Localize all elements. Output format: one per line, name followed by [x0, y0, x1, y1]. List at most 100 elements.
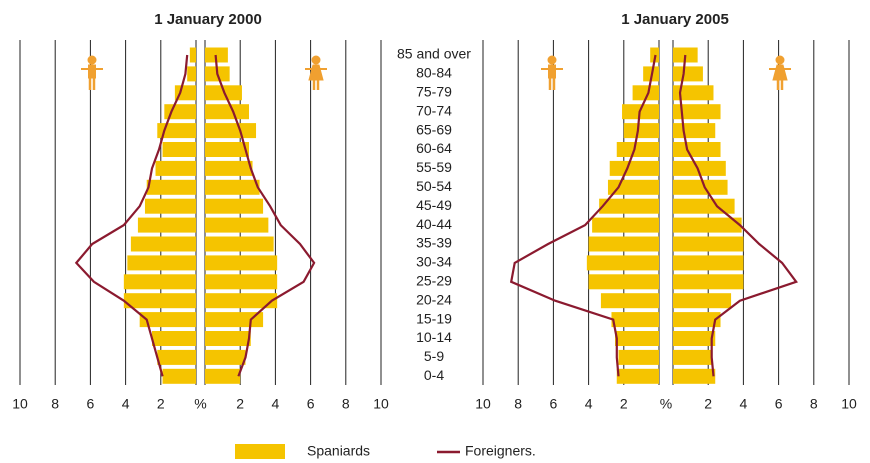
bar [632, 85, 659, 101]
x-tick-label: 10 [373, 396, 389, 412]
person-icon [541, 55, 563, 90]
bar [205, 198, 264, 214]
bar [205, 293, 278, 309]
bar [607, 179, 659, 195]
bar [162, 142, 196, 157]
bar [152, 331, 196, 346]
bar [673, 293, 732, 309]
icon-part [311, 55, 321, 65]
bar [673, 217, 742, 233]
bar [673, 331, 716, 346]
category-label: 0-4 [424, 367, 444, 383]
icon-part [775, 55, 785, 65]
category-label: 65-69 [416, 121, 452, 137]
category-label: 5-9 [424, 348, 444, 364]
icon-part [547, 55, 557, 65]
bar [205, 368, 241, 384]
x-tick-label: 4 [272, 396, 280, 412]
bar [673, 123, 716, 139]
category-label: 70-74 [416, 102, 452, 118]
bar [611, 312, 659, 328]
icon-part [88, 64, 96, 79]
x-tick-label: 2 [236, 396, 244, 412]
bar [616, 368, 659, 384]
x-tick-label: 6 [775, 396, 783, 412]
bar [618, 349, 659, 365]
bar [673, 179, 728, 195]
bar [205, 312, 264, 328]
x-tick-label: 6 [307, 396, 315, 412]
legend-label: Spaniards [307, 443, 370, 459]
bar [130, 236, 196, 252]
bar [137, 217, 196, 233]
x-tick-label: 4 [122, 396, 130, 412]
bar [123, 274, 196, 290]
category-label: 35-39 [416, 235, 452, 251]
x-tick-label: 10 [12, 396, 28, 412]
x-tick-label: 10 [475, 396, 491, 412]
bar [609, 160, 659, 176]
bar [205, 236, 274, 252]
chart-title: 1 January 2005 [621, 11, 729, 28]
category-label: 15-19 [416, 310, 452, 326]
bar [157, 349, 196, 365]
chart-title: 1 January 2000 [154, 11, 262, 28]
bar [673, 198, 735, 214]
line [74, 54, 189, 377]
line [678, 54, 798, 377]
bar [616, 142, 659, 157]
bar [162, 368, 196, 384]
person-icon [769, 55, 791, 90]
line [214, 54, 316, 377]
x-tick-label: 6 [550, 396, 558, 412]
bar [673, 236, 744, 252]
bar [205, 160, 253, 176]
category-label: 10-14 [416, 329, 452, 345]
bar [588, 274, 659, 290]
bar [600, 293, 659, 309]
bar [123, 293, 196, 309]
icon-part [772, 64, 788, 81]
bar [673, 368, 716, 384]
icon-part [548, 64, 556, 79]
bar [673, 66, 703, 82]
bar [623, 123, 659, 139]
legend-label: Foreigners. [465, 443, 536, 459]
person-icon [81, 55, 103, 90]
line [509, 54, 657, 377]
bar [205, 217, 269, 233]
category-label: 50-54 [416, 178, 452, 194]
bar [205, 104, 249, 120]
category-label: 75-79 [416, 84, 452, 100]
bar [144, 198, 196, 214]
category-label: 20-24 [416, 291, 452, 307]
bar [673, 104, 721, 120]
bar [673, 255, 744, 271]
bar [205, 123, 257, 139]
icon-part [308, 64, 324, 81]
bar [187, 66, 196, 82]
bar [205, 331, 251, 346]
bar [673, 312, 721, 328]
bar [205, 349, 246, 365]
x-tick-label: 4 [740, 396, 748, 412]
legend-swatch [235, 444, 285, 459]
bar [592, 217, 659, 233]
bar [673, 47, 698, 63]
x-tick-label: 8 [342, 396, 350, 412]
x-tick-label: 8 [810, 396, 818, 412]
bar [146, 179, 196, 195]
x-tick-label: 8 [51, 396, 59, 412]
bar [127, 255, 196, 271]
category-label: 85 and over [397, 46, 471, 62]
person-icon [305, 55, 327, 90]
x-tick-label: 8 [514, 396, 522, 412]
icon-part [87, 55, 97, 65]
x-tick-label: 2 [704, 396, 712, 412]
x-tick-label: 2 [620, 396, 628, 412]
bar [673, 274, 744, 290]
x-tick-label: % [194, 396, 206, 412]
x-tick-label: 6 [87, 396, 95, 412]
bar [599, 198, 659, 214]
